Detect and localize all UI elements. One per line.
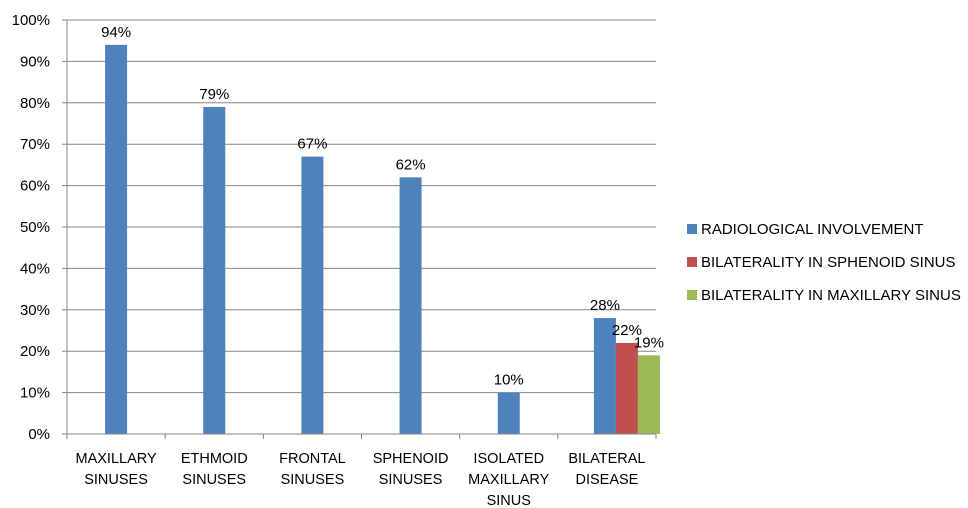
y-axis-ticks: 0% 10% 20% 30% 40% 50% 60% 70% 80% 90% 100%	[12, 12, 50, 443]
data-label: 94%	[101, 24, 131, 41]
legend-label: BILATERALITY IN SPHENOID SINUS	[701, 254, 956, 271]
x-category-label: MAXILLARY	[468, 472, 549, 488]
legend-swatch	[687, 224, 697, 234]
legend-swatch	[687, 257, 697, 267]
x-category-label: SINUSES	[379, 472, 443, 488]
bar	[399, 177, 422, 434]
y-tick-label: 30%	[20, 302, 50, 319]
y-tick-label: 90%	[20, 53, 50, 70]
bar	[615, 342, 638, 434]
y-tick-label: 40%	[20, 260, 50, 277]
data-label: 79%	[199, 86, 229, 103]
data-label: 19%	[634, 334, 664, 351]
legend: RADIOLOGICAL INVOLVEMENT BILATERALITY IN …	[687, 221, 961, 304]
bar	[497, 392, 520, 434]
category-labels: MAXILLARY SINUSES ETHMOID SINUSES FRONTAL SIN…	[76, 451, 646, 508]
x-category-label: SINUSES	[84, 472, 148, 488]
bar	[593, 318, 616, 434]
y-tick-label: 60%	[20, 178, 50, 195]
x-category-label: DISEASE	[575, 472, 638, 488]
y-tick-label: 100%	[12, 12, 50, 29]
y-tick-label: 10%	[20, 385, 50, 402]
x-category-label: SPHENOID	[373, 451, 449, 467]
bars: 94% 79% 67% 62% 10% 28% 22%19%	[101, 24, 664, 435]
x-category-label: SINUSES	[182, 472, 246, 488]
gridlines	[67, 19, 656, 394]
bar	[105, 44, 128, 435]
x-category-label: MAXILLARY	[76, 451, 157, 467]
bar	[637, 355, 660, 434]
x-category-label: FRONTAL	[279, 451, 346, 467]
y-tick-label: 50%	[20, 219, 50, 236]
y-tick-label: 70%	[20, 136, 50, 153]
y-tick-label: 0%	[28, 426, 50, 443]
x-category-label: BILATERAL	[568, 451, 645, 467]
y-tick-label: 20%	[20, 343, 50, 360]
bar	[301, 156, 324, 434]
legend-swatch	[687, 290, 697, 300]
y-tick-label: 80%	[20, 95, 50, 112]
x-category-label: SINUS	[487, 493, 531, 508]
data-label: 22%	[612, 322, 642, 339]
bar	[203, 106, 226, 434]
axes	[62, 19, 657, 439]
data-label: 28%	[590, 297, 620, 314]
data-label: 62%	[396, 156, 426, 173]
data-label: 10%	[494, 372, 524, 389]
legend-label: BILATERALITY IN MAXILLARY SINUS	[701, 287, 961, 304]
legend-label: RADIOLOGICAL INVOLVEMENT	[701, 221, 924, 238]
x-category-label: ETHMOID	[181, 451, 248, 467]
x-category-label: ISOLATED	[473, 451, 544, 467]
data-label: 67%	[297, 136, 327, 153]
x-category-label: SINUSES	[281, 472, 345, 488]
